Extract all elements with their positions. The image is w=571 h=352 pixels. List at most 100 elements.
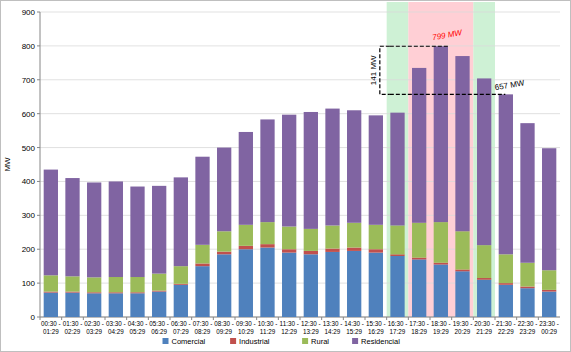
category-label: 00:30 -01:29: [41, 320, 61, 335]
category-label-line: 13:29: [303, 328, 319, 335]
bar: [412, 259, 426, 317]
category-label: 19:30 -20:29: [453, 320, 473, 335]
legend-swatch: [302, 338, 308, 344]
bar: [434, 222, 448, 263]
bar: [282, 253, 296, 317]
tick-label: 800: [22, 42, 36, 51]
category-label-line: 08:29: [195, 328, 211, 335]
category-label: 01:30 -02:29: [63, 320, 83, 335]
category-label-line: 06:30 -: [171, 320, 191, 327]
category-label-line: 16:29: [368, 328, 384, 335]
bar: [390, 254, 404, 256]
bar: [217, 148, 231, 232]
grid-line: [40, 12, 560, 13]
tick-label: 500: [22, 144, 36, 153]
category-label-line: 04:29: [108, 328, 124, 335]
bar: [390, 226, 404, 255]
category-label-line: 20:29: [455, 328, 471, 335]
category-label: 10:30 -11:29: [258, 320, 278, 335]
x-tick: [321, 317, 322, 320]
category-label-line: 07:30 -: [193, 320, 213, 327]
category-label-line: 16:30 -: [388, 320, 408, 327]
bar: [542, 292, 556, 317]
bar: [542, 290, 556, 292]
dashed-line: [390, 94, 505, 95]
bar: [152, 291, 166, 292]
category-label: 14:30 -15:29: [344, 320, 364, 335]
bar: [499, 254, 513, 283]
bar: [239, 132, 253, 225]
category-label: 05:30 -06:29: [149, 320, 169, 335]
category-label-line: 06:29: [151, 328, 167, 335]
bar: [477, 78, 491, 245]
legend-label: Comercial: [172, 337, 206, 346]
bar: [152, 292, 166, 317]
frame: [1, 1, 571, 352]
category-label-line: 09:29: [216, 328, 232, 335]
bar: [412, 258, 426, 260]
bar: [520, 287, 534, 289]
category-label: 21:30 -22:29: [496, 320, 516, 335]
highlight-band: [408, 2, 473, 317]
bar: [455, 271, 469, 317]
category-label-line: 10:30 -: [258, 320, 278, 327]
bar: [455, 270, 469, 272]
bars: [44, 46, 557, 317]
bar: [347, 110, 361, 223]
category-label-line: 09:30 -: [236, 320, 256, 327]
bar: [304, 251, 318, 254]
category-label: 08:30 -09:29: [214, 320, 234, 335]
x-tick: [126, 317, 127, 320]
bar: [455, 231, 469, 269]
bar: [412, 223, 426, 258]
y-axis-line: [40, 12, 41, 317]
annotation: 657 MW: [494, 78, 525, 92]
category-label-line: 18:30 -: [431, 320, 451, 327]
bar: [109, 181, 123, 277]
bar: [152, 274, 166, 291]
bracket: [380, 46, 390, 94]
x-tick: [278, 317, 279, 320]
category-label: 15:30 -16:29: [366, 320, 386, 335]
bar: [325, 249, 339, 252]
category-label-line: 23:29: [520, 328, 536, 335]
bar: [325, 226, 339, 249]
category-label: 23:30 -00:29: [539, 320, 559, 335]
category-label-line: 05:30 -: [149, 320, 169, 327]
bar: [130, 277, 144, 292]
category-label-line: 21:29: [476, 328, 492, 335]
x-tick: [170, 317, 171, 320]
bar: [520, 288, 534, 317]
tick-label: 400: [22, 177, 36, 186]
bar: [325, 252, 339, 317]
highlight-band: [387, 2, 409, 317]
bar: [44, 170, 58, 276]
legend-swatch: [163, 338, 169, 344]
category-label-line: 00:30 -: [41, 320, 61, 327]
category-label-line: 14:29: [325, 328, 341, 335]
x-tick: [430, 317, 431, 320]
category-label: 22:30 -23:29: [518, 320, 538, 335]
bar: [65, 293, 79, 317]
category-label-line: 19:29: [433, 328, 449, 335]
bar: [109, 277, 123, 292]
bar: [65, 292, 79, 293]
legend-swatch: [352, 338, 358, 344]
x-tick: [256, 317, 257, 320]
category-label-line: 01:30 -: [63, 320, 83, 327]
category-label-line: 03:30 -: [106, 320, 126, 327]
x-tick: [61, 317, 62, 320]
category-label-line: 15:29: [346, 328, 362, 335]
x-tick: [343, 317, 344, 320]
bar: [174, 266, 188, 284]
bar: [542, 148, 556, 270]
x-tick: [538, 317, 539, 320]
bar: [499, 285, 513, 317]
bar: [217, 254, 231, 317]
category-label-line: 17:30 -: [409, 320, 429, 327]
bar: [520, 123, 534, 263]
bar: [369, 253, 383, 317]
category-label: 02:30 -03:29: [84, 320, 104, 335]
bar: [282, 249, 296, 252]
bar: [195, 263, 209, 266]
